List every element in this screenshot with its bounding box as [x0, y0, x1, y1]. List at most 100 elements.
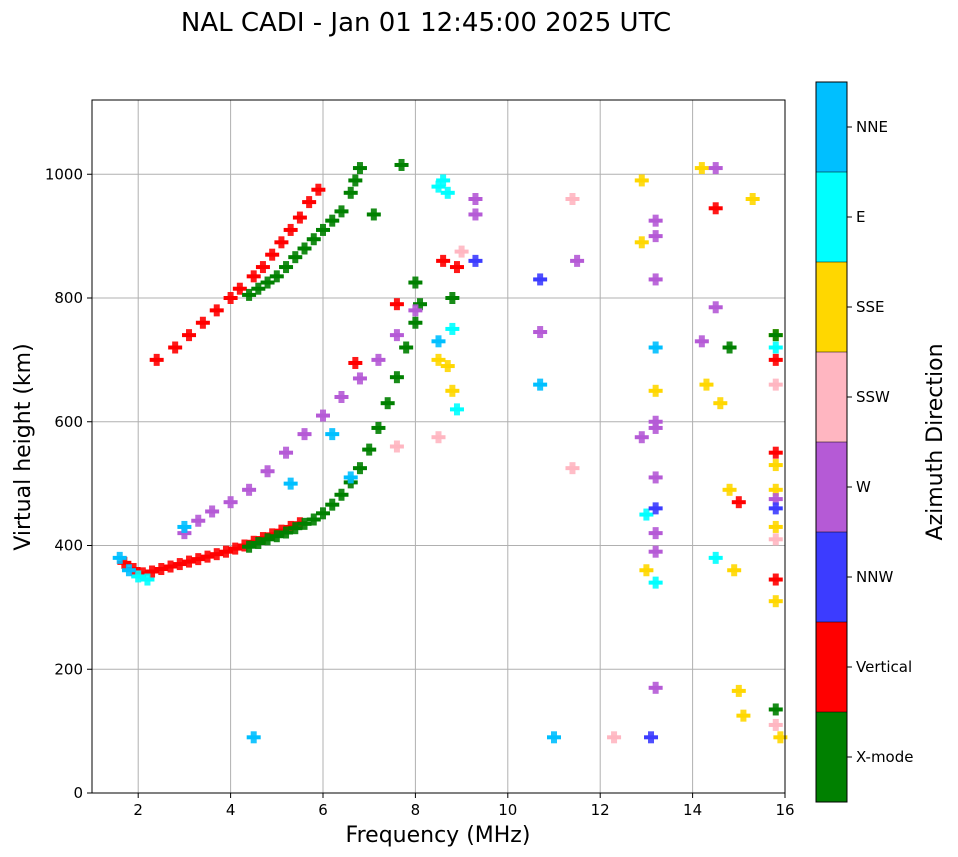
- echo-point-core: [772, 341, 779, 354]
- colorbar-segment: [816, 622, 847, 712]
- echo-point-core: [393, 298, 400, 311]
- echo-point-core: [458, 245, 465, 258]
- echo-point-core: [698, 335, 705, 348]
- x-tick-label: 12: [591, 801, 610, 819]
- echo-point-core: [712, 301, 719, 314]
- echo-point-core: [301, 428, 308, 441]
- colorbar: X-mode Vertical NNW W SSW SSE E NNE: [815, 81, 913, 803]
- echo-point-core: [652, 273, 659, 286]
- echo-point-core: [740, 709, 747, 722]
- echo-point-core: [726, 341, 733, 354]
- x-tick-label: 4: [226, 801, 236, 819]
- echo-point-core: [453, 403, 460, 416]
- echo-point-core: [412, 304, 419, 317]
- echo-point-core: [717, 397, 724, 410]
- echo-point-core: [213, 304, 220, 317]
- echo-point-core: [735, 684, 742, 697]
- echo-point-core: [283, 526, 290, 539]
- echo-point-core: [772, 502, 779, 515]
- echo-point-core: [246, 540, 253, 553]
- echo-point-core: [652, 415, 659, 428]
- echo-point-core: [255, 282, 262, 295]
- echo-point-core: [703, 378, 710, 391]
- colorbar-label-ssw: SSW: [856, 388, 890, 406]
- echo-point-core: [320, 223, 326, 236]
- echo-point-core: [278, 236, 285, 249]
- echo-point-core: [638, 174, 645, 187]
- x-tick-label: 8: [411, 801, 421, 819]
- echo-point-core: [393, 371, 400, 384]
- plot-frame: [91, 99, 786, 794]
- echo-point-core: [440, 174, 447, 187]
- x-tick-label: 6: [318, 801, 328, 819]
- echo-point-core: [347, 471, 354, 484]
- colorbar-label-e: E: [856, 208, 865, 226]
- echo-point-core: [472, 254, 479, 267]
- echo-point-core: [772, 483, 779, 496]
- echo-point-core: [772, 703, 779, 716]
- colorbar-label-vertical: Vertical: [856, 658, 912, 676]
- echo-point-core: [139, 567, 146, 580]
- echo-point-core: [537, 273, 544, 286]
- echo-point-core: [652, 527, 659, 540]
- echo-point-core: [384, 397, 391, 410]
- echo-point-core: [195, 514, 202, 527]
- echo-point-core: [366, 443, 373, 456]
- colorbar-label-nnw: NNW: [856, 568, 893, 586]
- echo-point-core: [435, 431, 442, 444]
- echo-point-core: [259, 261, 266, 274]
- chart-title: NAL CADI - Jan 01 12:45:00 2025 UTC: [181, 8, 671, 38]
- echo-point-core: [417, 298, 424, 311]
- echo-point-core: [181, 520, 188, 533]
- echo-point-core: [772, 595, 779, 608]
- y-tick-label: 0: [73, 784, 83, 802]
- echo-point-core: [652, 341, 659, 354]
- colorbar-segment: [816, 262, 847, 352]
- echo-point-core: [209, 505, 216, 518]
- echo-point-core: [435, 180, 442, 193]
- echo-point-core: [292, 251, 299, 264]
- echo-point-core: [772, 459, 779, 472]
- echo-point-core: [287, 477, 294, 490]
- echo-point-core: [652, 681, 659, 694]
- echo-point-core: [444, 360, 451, 373]
- echo-point-core: [347, 186, 354, 199]
- echo-point-core: [412, 276, 419, 289]
- echo-point-core: [329, 214, 336, 227]
- echo-point-core: [648, 731, 655, 744]
- echo-point-core: [264, 465, 271, 478]
- echo-point-core: [338, 205, 345, 218]
- echo-point-core: [213, 548, 220, 561]
- echo-points: [112, 158, 788, 744]
- colorbar-label: Azimuth Direction: [923, 343, 948, 540]
- colorbar-label-w: W: [856, 478, 871, 496]
- colorbar-label-x-mode: X-mode: [856, 748, 913, 766]
- grid-lines: [92, 100, 786, 794]
- colorbar-segment: [816, 172, 847, 262]
- x-tick-label: 16: [775, 801, 794, 819]
- echo-point-core: [393, 329, 400, 342]
- colorbar-segment: [816, 352, 847, 442]
- echo-point-core: [158, 563, 165, 576]
- echo-point-core: [352, 174, 359, 187]
- echo-point-core: [116, 551, 123, 564]
- echo-point-core: [250, 731, 257, 744]
- echo-point-core: [643, 508, 650, 521]
- echo-point-core: [472, 208, 479, 221]
- colorbar-segment: [816, 442, 847, 532]
- echo-point-core: [772, 378, 779, 391]
- y-tick-label: 600: [54, 413, 83, 431]
- echo-point-core: [356, 162, 363, 175]
- echo-point-core: [264, 533, 271, 546]
- colorbar-segment: [816, 82, 847, 172]
- echo-point-core: [149, 565, 156, 578]
- echo-point-core: [726, 483, 733, 496]
- echo-point-core: [232, 542, 239, 555]
- colorbar-frame: [815, 81, 848, 803]
- echo-point-core: [125, 564, 132, 577]
- echo-point-core: [393, 440, 400, 453]
- echo-point-core: [435, 335, 442, 348]
- echo-point-core: [273, 530, 280, 543]
- echo-point-core: [315, 183, 322, 196]
